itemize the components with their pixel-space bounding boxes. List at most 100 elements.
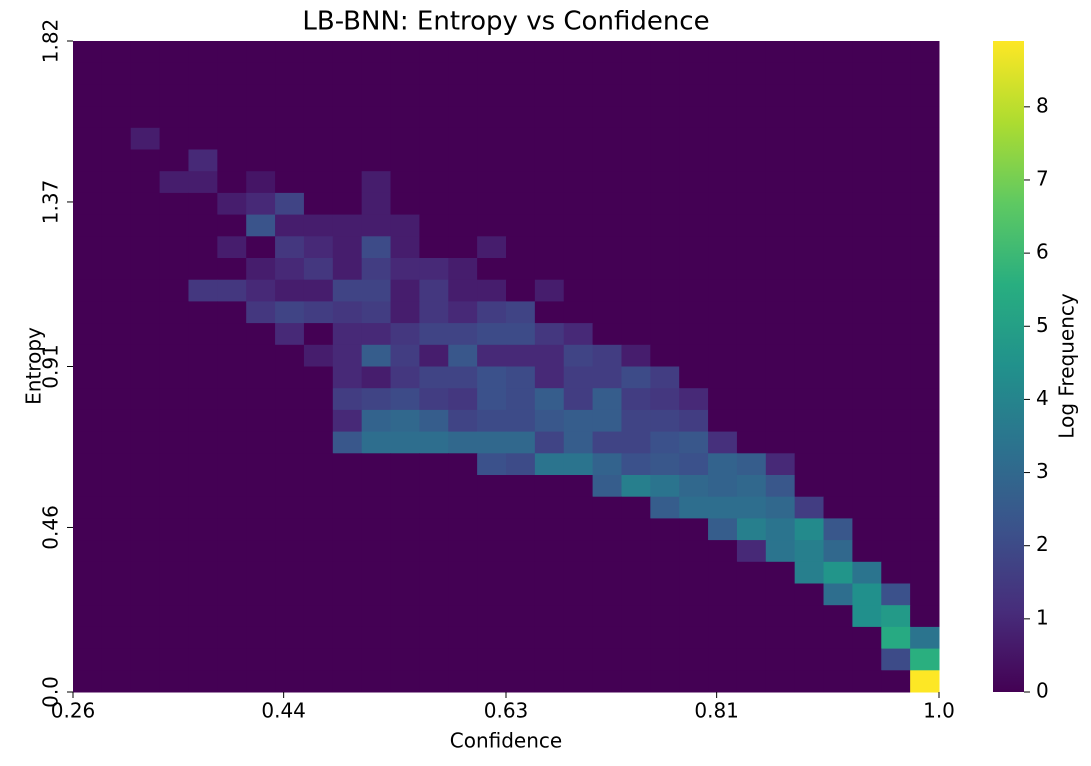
heatmap-cell [679,496,709,519]
heatmap-cell [823,561,853,584]
heatmap-cell [101,62,132,85]
heatmap-cell [303,41,334,64]
heatmap-cell [246,127,276,150]
heatmap-cell [275,388,305,411]
heatmap-cell [679,344,709,367]
heatmap-cell [477,670,507,693]
heatmap-cell [506,648,536,671]
heatmap-cell [361,670,392,693]
heatmap-cell [679,301,709,324]
heatmap-cell [448,540,478,563]
heatmap-cell [852,301,882,324]
heatmap-cell [563,171,594,194]
heatmap-cell [419,540,449,563]
heatmap-cell [794,409,825,433]
heatmap-cell [910,648,940,671]
heatmap-cell [101,344,132,367]
heatmap-cell [217,323,247,346]
heatmap-cell [246,41,276,64]
heatmap-cell [275,106,305,129]
heatmap-cell [130,344,161,367]
heatmap-cell [101,301,132,324]
heatmap-cell [910,62,940,85]
heatmap-cell [881,301,911,324]
colorbar-tick-label: 4 [1036,386,1049,410]
heatmap-cell [650,431,680,454]
heatmap-cell [506,84,536,107]
heatmap-cell [332,518,363,541]
heatmap-cell [621,236,651,259]
heatmap-cell [73,106,103,129]
y-axis-label: Entropy [22,327,46,405]
heatmap-cell [275,496,305,519]
colorbar-tick-label: 1 [1036,605,1049,629]
heatmap-cell [159,388,189,411]
colorbar-tick-label: 3 [1036,459,1049,483]
heatmap-cell [650,279,680,302]
heatmap-cell [823,431,853,454]
heatmap-cell [101,214,132,237]
heatmap-cell [130,605,161,628]
heatmap-cell [101,149,132,172]
heatmap-cell [332,41,363,64]
heatmap-cell [159,670,189,693]
heatmap-cell [188,192,218,216]
heatmap-cell [534,236,565,259]
colorbar-tick-label: 8 [1036,93,1049,117]
heatmap-cell [852,453,882,476]
heatmap-cell [881,431,911,454]
heatmap-cell [246,344,276,367]
heatmap-cell [448,431,478,454]
heatmap-cell [390,388,420,411]
heatmap-cell [361,453,392,476]
heatmap-cell [823,344,853,367]
heatmap-cell [275,670,305,693]
heatmap-cell [534,84,565,107]
heatmap-cell [794,301,825,324]
x-tick-label: 1.0 [923,699,955,723]
heatmap-cell [910,605,940,628]
heatmap-cell [506,583,536,606]
heatmap-cell [303,388,334,411]
heatmap-cell [910,496,940,519]
heatmap-cell [621,648,651,671]
heatmap-cell [188,496,218,519]
heatmap-cell [73,605,103,628]
heatmap-cell [448,388,478,411]
heatmap-cell [477,258,507,281]
heatmap-cell [419,648,449,671]
heatmap-cell [621,431,651,454]
heatmap-cell [534,431,565,454]
heatmap-cell [419,518,449,541]
heatmap-cell [736,388,767,411]
heatmap-cell [130,409,161,433]
heatmap-cell [736,475,767,498]
heatmap-cell [159,258,189,281]
heatmap-cell [390,258,420,281]
heatmap-cell [188,127,218,150]
heatmap-cell [881,127,911,150]
heatmap-cell [477,41,507,64]
heatmap-cell [390,540,420,563]
heatmap-cell [679,626,709,650]
heatmap-cell [332,670,363,693]
heatmap-cell [765,626,796,650]
heatmap-cell [188,583,218,606]
heatmap-cell [506,409,536,433]
heatmap-cell [794,106,825,129]
heatmap-cell [506,540,536,563]
heatmap-cell [534,106,565,129]
heatmap-cell [188,388,218,411]
heatmap-cell [506,431,536,454]
heatmap-cell [419,62,449,85]
heatmap-cell [736,41,767,64]
heatmap-cell [506,127,536,150]
heatmap-cell [332,171,363,194]
heatmap-cell [621,149,651,172]
heatmap-cell [188,41,218,64]
heatmap-cell [708,540,738,563]
heatmap-cell [246,648,276,671]
heatmap-cell [592,236,622,259]
heatmap-cell [650,409,680,433]
heatmap-cell [477,583,507,606]
